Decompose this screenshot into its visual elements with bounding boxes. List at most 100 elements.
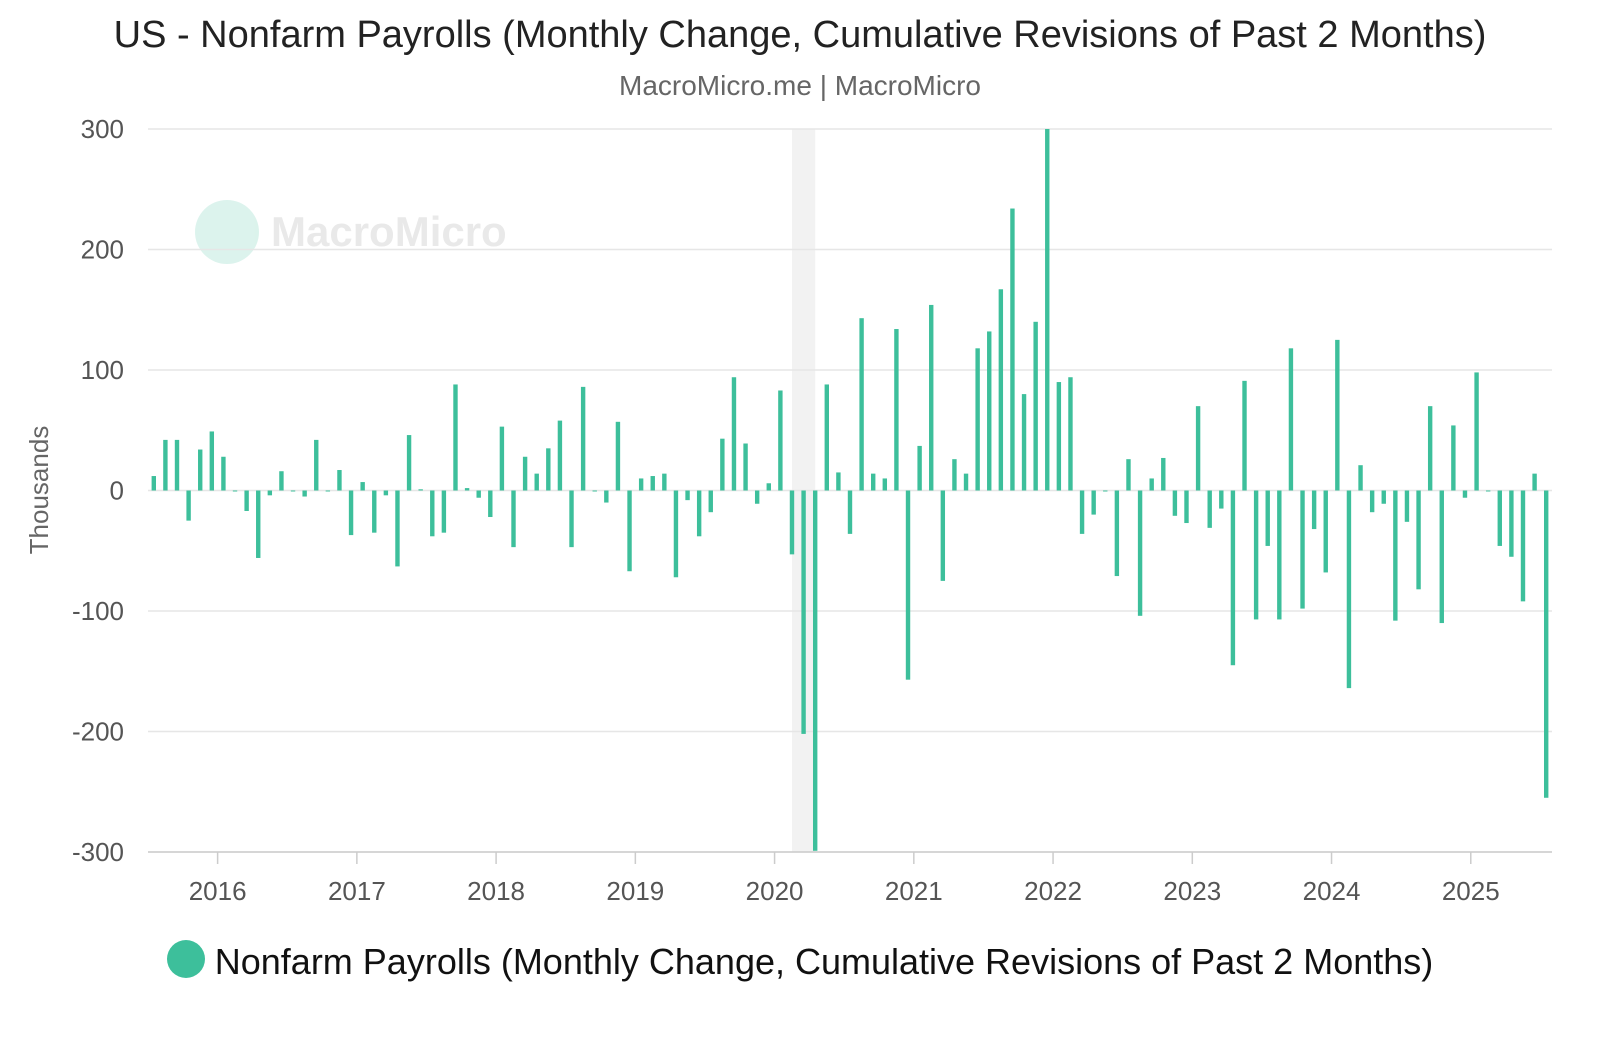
bar[interactable]: [163, 439, 168, 491]
bar[interactable]: [894, 329, 899, 491]
bar[interactable]: [267, 490, 273, 496]
bar[interactable]: [1393, 490, 1398, 621]
bar[interactable]: [580, 386, 586, 491]
bar[interactable]: [1520, 490, 1526, 602]
bar[interactable]: [488, 490, 493, 518]
bar[interactable]: [1056, 382, 1062, 491]
bar[interactable]: [1195, 406, 1201, 491]
bar[interactable]: [279, 471, 284, 491]
bar[interactable]: [766, 483, 771, 491]
legend[interactable]: Nonfarm Payrolls (Monthly Change, Cumula…: [0, 940, 1600, 983]
bar[interactable]: [1369, 490, 1375, 513]
bar[interactable]: [372, 490, 377, 533]
bar[interactable]: [360, 482, 365, 491]
bar[interactable]: [1474, 372, 1479, 491]
bar[interactable]: [1021, 394, 1027, 491]
bar[interactable]: [174, 439, 180, 491]
bar[interactable]: [1300, 490, 1305, 609]
bar[interactable]: [1358, 465, 1363, 491]
bar[interactable]: [522, 456, 528, 491]
bar[interactable]: [871, 473, 876, 491]
bar[interactable]: [685, 490, 690, 501]
bar[interactable]: [1346, 490, 1352, 689]
bar[interactable]: [209, 431, 215, 491]
bar[interactable]: [441, 490, 447, 533]
bar[interactable]: [1543, 490, 1549, 798]
bar[interactable]: [1114, 490, 1120, 577]
bar[interactable]: [1404, 490, 1410, 522]
bar[interactable]: [244, 490, 249, 511]
bar[interactable]: [1149, 478, 1154, 491]
bar[interactable]: [743, 443, 748, 491]
bar[interactable]: [476, 490, 481, 498]
bar[interactable]: [812, 490, 818, 851]
bar[interactable]: [998, 289, 1004, 491]
bar[interactable]: [1103, 490, 1108, 492]
bar[interactable]: [337, 470, 342, 491]
bar[interactable]: [511, 490, 516, 548]
bar[interactable]: [186, 490, 191, 521]
bar[interactable]: [1079, 490, 1085, 534]
bar[interactable]: [627, 490, 632, 572]
bar[interactable]: [940, 490, 946, 581]
bar[interactable]: [604, 490, 609, 503]
bar[interactable]: [1091, 490, 1096, 515]
bar[interactable]: [290, 490, 296, 492]
bar[interactable]: [592, 490, 597, 492]
bar[interactable]: [754, 490, 760, 504]
bar[interactable]: [917, 445, 922, 491]
bar[interactable]: [430, 490, 435, 537]
bar[interactable]: [557, 420, 563, 491]
bar[interactable]: [1335, 339, 1340, 491]
bar[interactable]: [615, 421, 621, 491]
bar[interactable]: [314, 439, 319, 491]
bar[interactable]: [151, 476, 157, 491]
bar[interactable]: [1172, 490, 1178, 516]
bar[interactable]: [499, 426, 505, 491]
bar[interactable]: [789, 490, 795, 555]
bar[interactable]: [1497, 490, 1502, 546]
bar[interactable]: [952, 459, 957, 491]
bar[interactable]: [720, 438, 725, 491]
bar[interactable]: [1253, 490, 1259, 620]
bar[interactable]: [1265, 490, 1270, 546]
bar[interactable]: [464, 488, 470, 491]
bar[interactable]: [1451, 425, 1456, 491]
bar[interactable]: [1277, 490, 1282, 620]
bar[interactable]: [546, 448, 551, 491]
bar[interactable]: [1184, 490, 1189, 524]
bar[interactable]: [395, 490, 400, 567]
bar[interactable]: [836, 472, 841, 491]
bar[interactable]: [673, 490, 679, 578]
bar[interactable]: [453, 384, 458, 491]
bar[interactable]: [406, 435, 412, 491]
bar[interactable]: [1485, 490, 1491, 492]
bar[interactable]: [1381, 490, 1386, 504]
bar[interactable]: [232, 490, 238, 492]
bar[interactable]: [731, 377, 737, 491]
bar[interactable]: [1288, 348, 1294, 491]
bar[interactable]: [882, 478, 888, 491]
bar[interactable]: [1323, 490, 1328, 573]
bar[interactable]: [987, 331, 992, 491]
bar[interactable]: [778, 390, 783, 491]
bar[interactable]: [221, 456, 226, 491]
bar[interactable]: [1137, 490, 1143, 616]
bar[interactable]: [824, 384, 829, 491]
bar[interactable]: [1010, 208, 1015, 491]
bar[interactable]: [859, 318, 864, 491]
bar[interactable]: [708, 490, 713, 513]
bar[interactable]: [302, 490, 307, 497]
bar[interactable]: [1219, 490, 1224, 509]
bar[interactable]: [256, 490, 261, 558]
bar[interactable]: [383, 490, 389, 496]
bar[interactable]: [650, 476, 655, 491]
bar[interactable]: [801, 490, 806, 734]
bar[interactable]: [198, 449, 203, 491]
bar[interactable]: [325, 490, 331, 492]
bar[interactable]: [1311, 490, 1317, 530]
bar[interactable]: [1033, 321, 1038, 491]
bar[interactable]: [905, 490, 911, 680]
bar[interactable]: [975, 348, 980, 491]
bar[interactable]: [662, 473, 667, 491]
